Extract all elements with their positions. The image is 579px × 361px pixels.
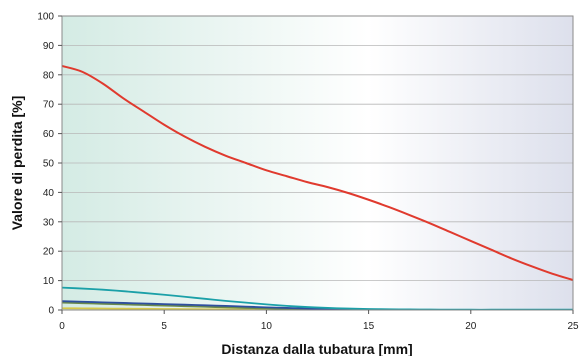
x-axis-ticks: 0 5 10 15 20 25 bbox=[59, 310, 579, 332]
y-axis-label: Valore di perdita [%] bbox=[9, 96, 25, 231]
y-tick-label: 50 bbox=[43, 159, 55, 170]
gridlines bbox=[62, 45, 573, 282]
x-tick-label: 0 bbox=[59, 321, 65, 332]
y-tick-label: 60 bbox=[43, 129, 55, 140]
y-tick-label: 40 bbox=[43, 188, 55, 199]
x-tick-label: 25 bbox=[567, 321, 579, 332]
y-tick-label: 100 bbox=[37, 12, 54, 23]
y-tick-label: 80 bbox=[43, 70, 55, 81]
x-tick-label: 20 bbox=[465, 321, 477, 332]
x-tick-label: 15 bbox=[363, 321, 375, 332]
y-tick-label: 90 bbox=[43, 41, 55, 52]
series-line-3 bbox=[62, 300, 573, 310]
y-tick-label: 20 bbox=[43, 247, 55, 258]
x-axis-label: Distanza dalla tubatura [mm] bbox=[221, 341, 412, 356]
y-tick-label: 70 bbox=[43, 100, 55, 111]
x-tick-label: 10 bbox=[261, 321, 273, 332]
x-tick-label: 5 bbox=[161, 321, 167, 332]
y-axis-ticks: 0 10 20 30 40 50 60 70 80 90 100 bbox=[37, 12, 62, 317]
y-tick-label: 0 bbox=[48, 306, 54, 317]
series-line-1 bbox=[62, 64, 573, 282]
y-tick-label: 10 bbox=[43, 276, 55, 287]
y-tick-label: 30 bbox=[43, 217, 55, 228]
